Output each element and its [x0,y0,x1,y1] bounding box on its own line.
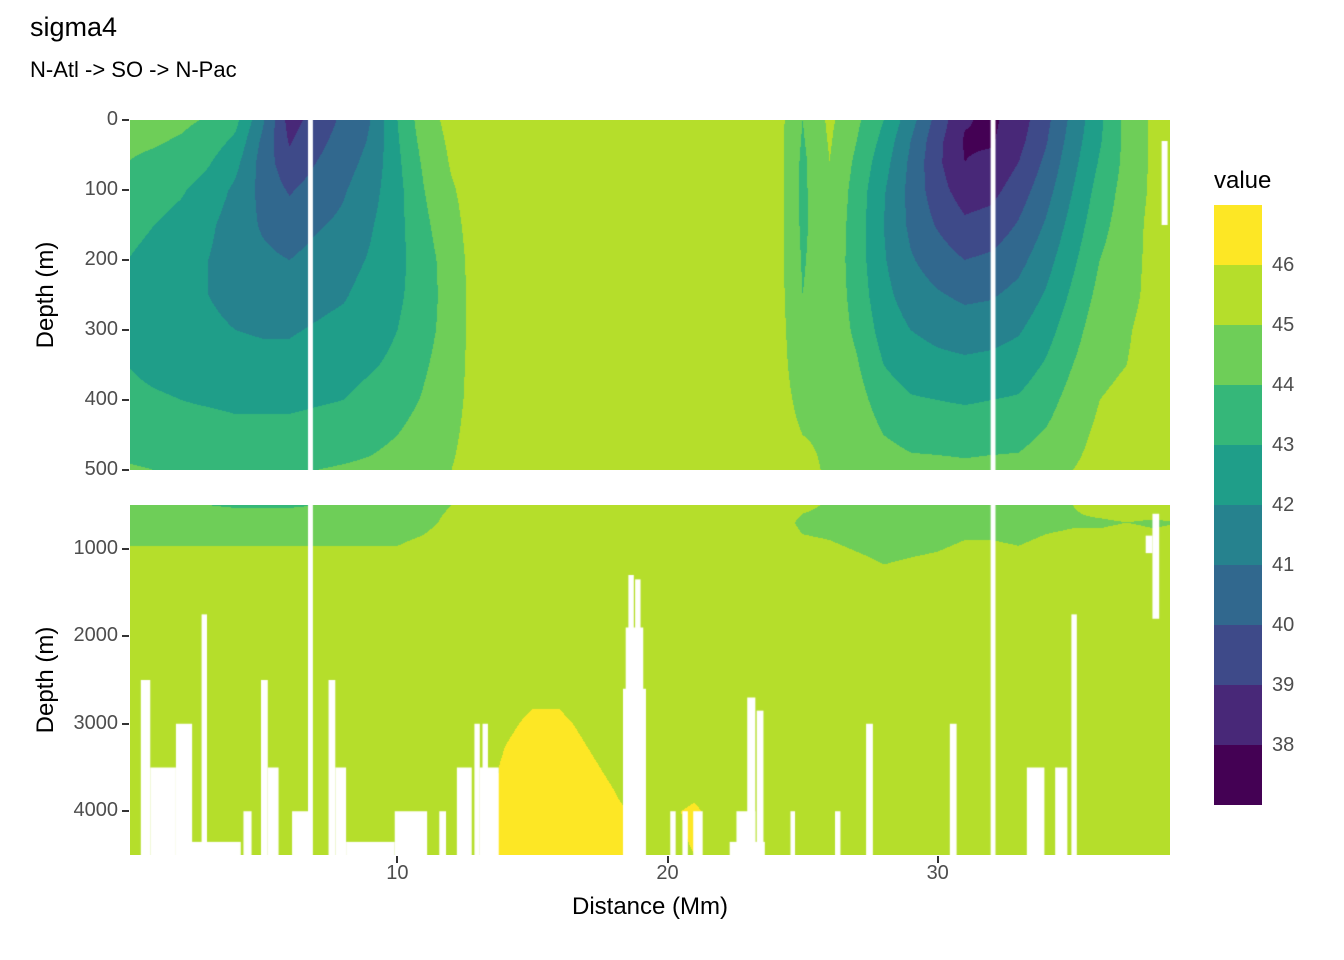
legend-tick-label: 39 [1272,674,1295,696]
legend-band [1214,505,1262,565]
legend-band [1214,565,1262,625]
chart-title: sigma4 [30,12,118,42]
y-tick-mark [122,469,129,471]
y-tick-mark [122,189,129,191]
legend-band [1214,385,1262,445]
y-tick-label: 100 [84,178,118,200]
upper-panel-contour [130,120,1170,470]
x-tick-mark [936,856,939,863]
x-tick-label: 10 [386,862,409,884]
y-tick-label: 4000 [73,799,119,822]
legend-tick-label: 46 [1272,254,1295,276]
y-tick-mark [122,329,129,331]
legend-tick-label: 40 [1272,614,1295,636]
legend-colorbar [1214,205,1262,805]
legend-tick-label: 43 [1272,434,1295,456]
x-tick-label: 20 [656,862,679,884]
legend-tick-label: 42 [1272,494,1295,516]
legend-band [1214,205,1262,265]
legend-title: value [1214,167,1272,194]
y-tick-mark [122,635,129,638]
y-tick-mark [122,547,129,550]
y-tick-label: 400 [84,388,118,410]
y-tick-label: 2000 [73,624,119,647]
legend-tick-label: 44 [1272,374,1295,396]
legend-tick-label: 38 [1272,734,1295,756]
y-tick-mark [122,119,129,121]
legend-band [1214,685,1262,745]
chart-subtitle: N-Atl -> SO -> N-Pac [30,57,237,82]
y-tick-mark [122,259,129,261]
x-tick-label: 30 [926,862,949,884]
x-tick-mark [396,856,399,863]
y-tick-label: 0 [106,108,118,130]
y-tick-mark [122,399,129,401]
y-tick-label: 3000 [73,711,119,734]
legend-band [1214,445,1262,505]
y-tick-mark [122,722,129,725]
legend-band [1214,325,1262,385]
x-axis-title: Distance (Mm) [571,893,728,920]
y-tick-mark [122,810,129,813]
legend-band [1214,625,1262,685]
legend-tick-label: 45 [1272,314,1295,336]
y-tick-label: 200 [84,248,118,270]
lower-panel-contour [130,505,1170,855]
legend-band [1214,265,1262,325]
legend-tick-label: 41 [1272,554,1295,576]
y-tick-label: 1000 [73,536,119,559]
y-tick-label: 300 [84,318,118,340]
y-tick-label: 500 [84,458,118,480]
x-tick-mark [666,856,669,863]
legend-band [1214,745,1262,805]
